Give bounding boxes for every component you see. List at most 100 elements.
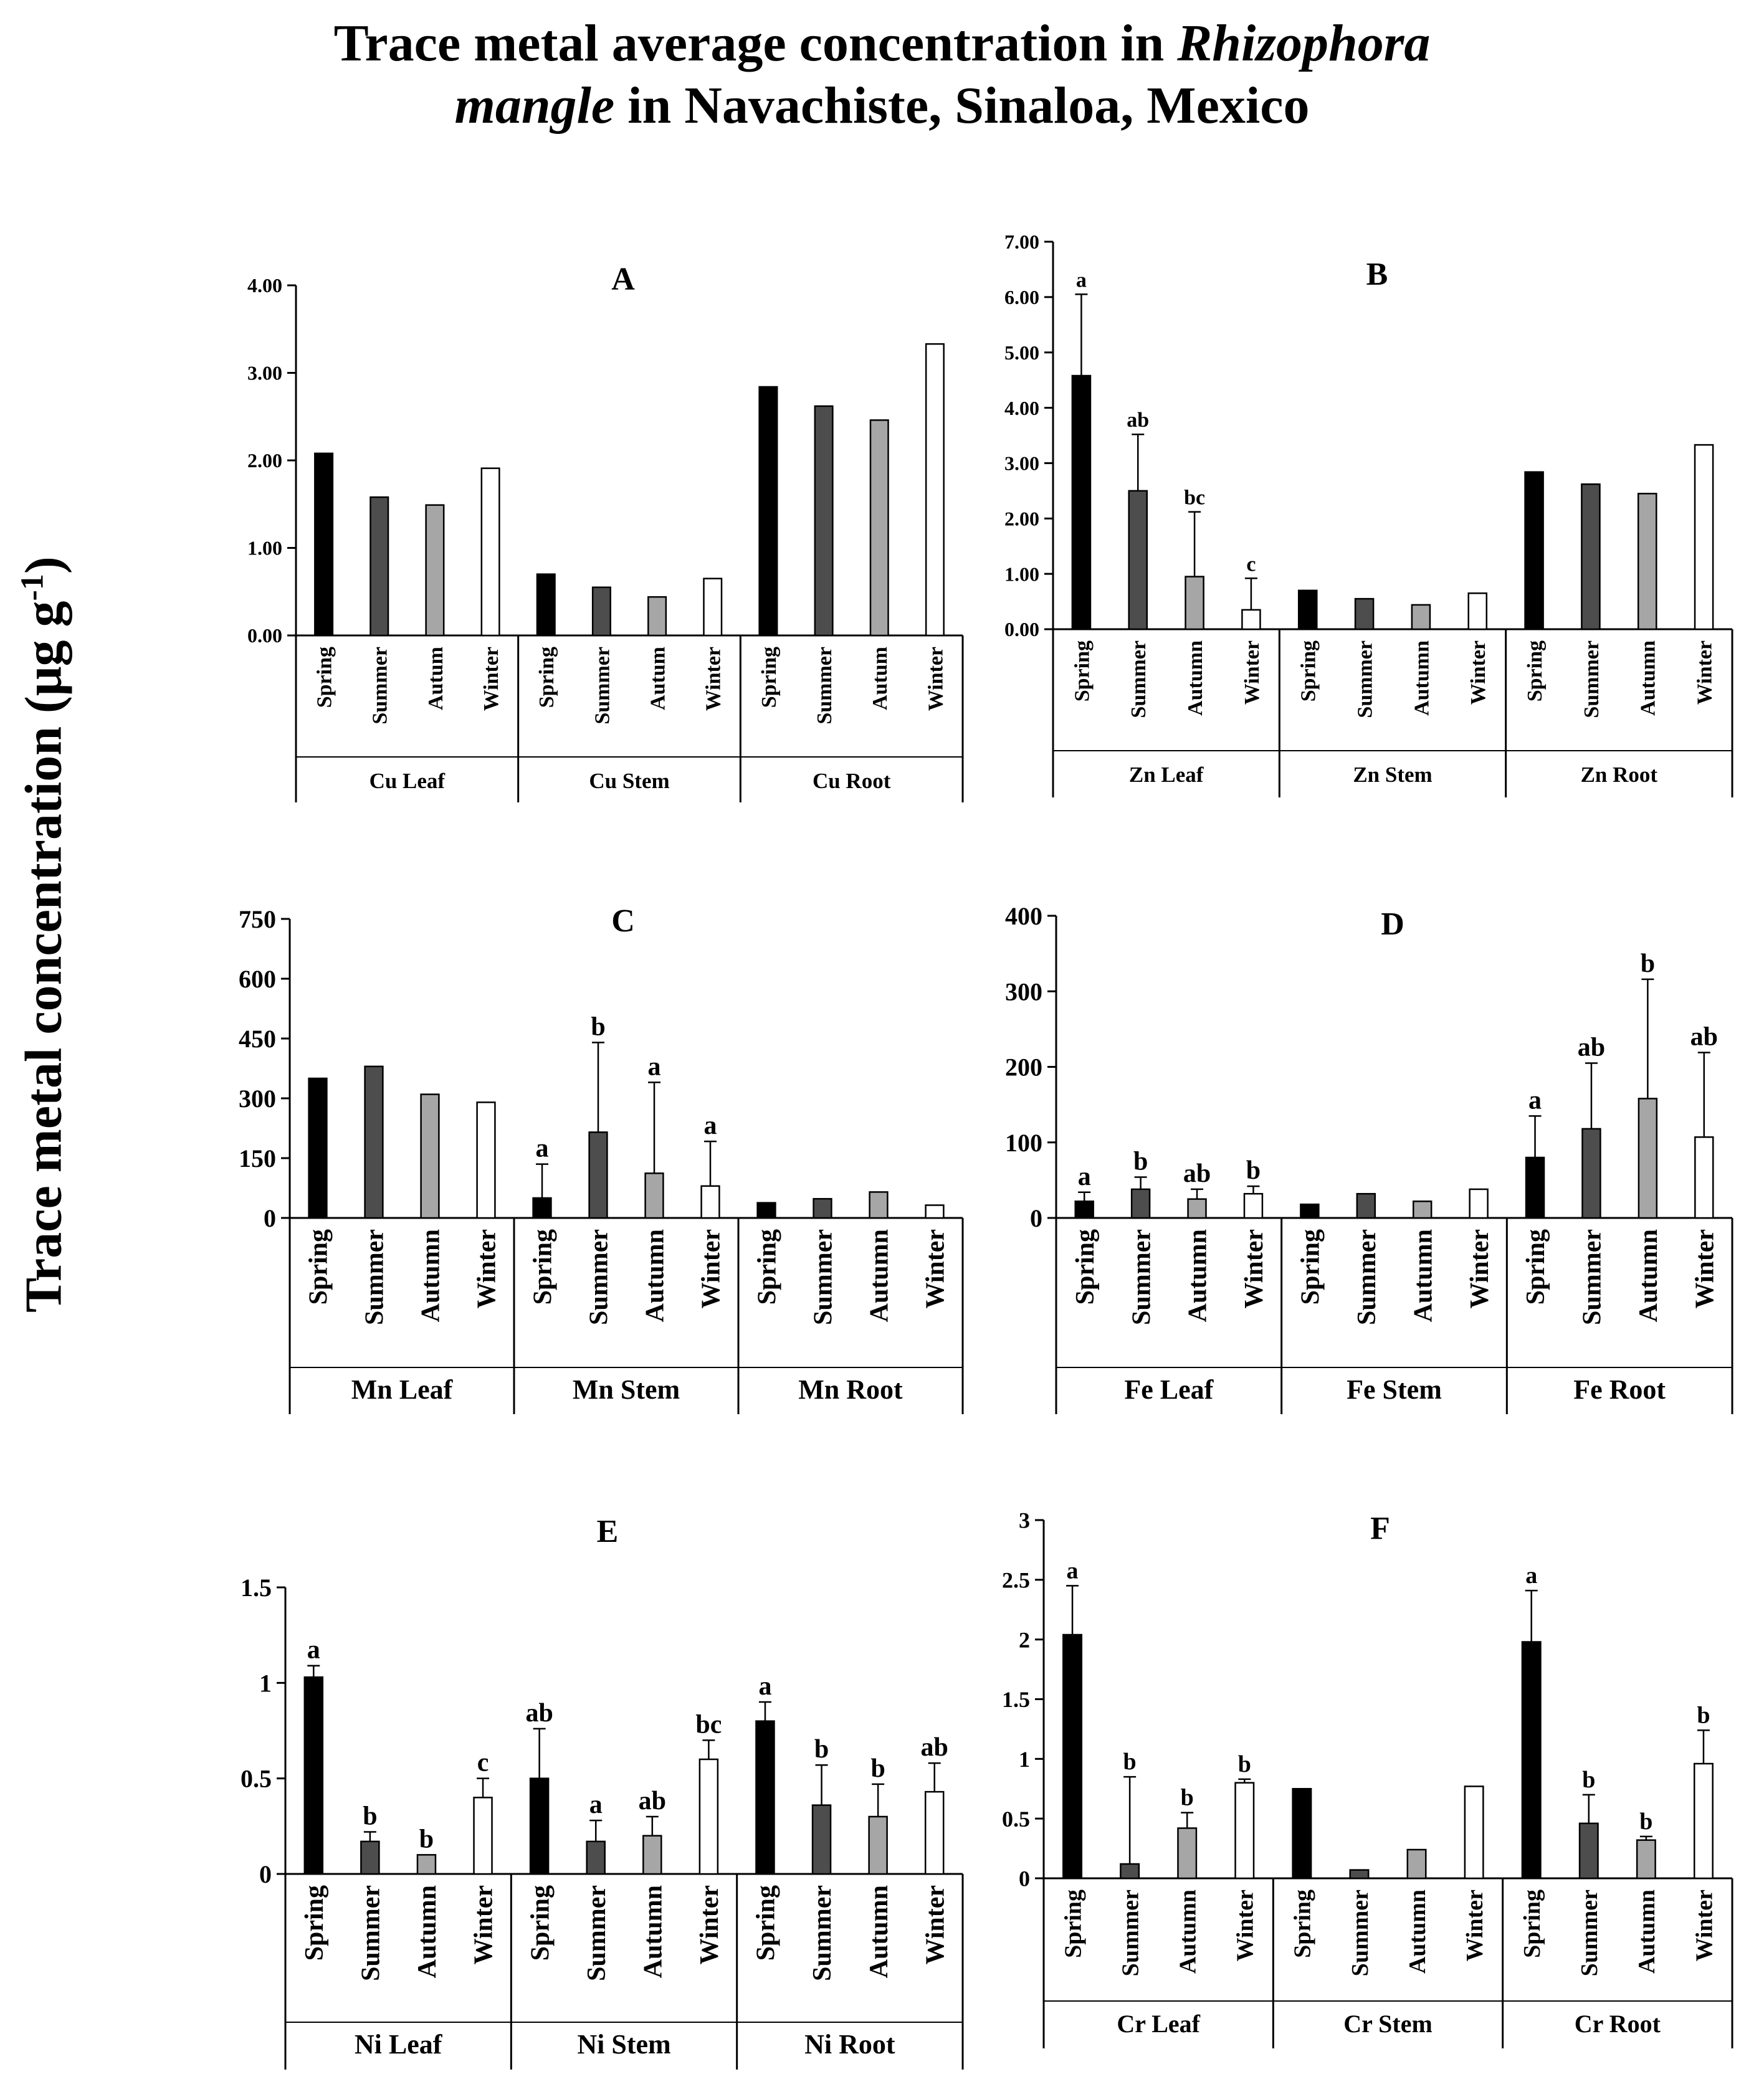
season-label: Summer	[1580, 640, 1603, 718]
bar	[1243, 1192, 1264, 1219]
bar	[1467, 592, 1488, 630]
bar	[303, 1676, 324, 1875]
bar	[1187, 1198, 1207, 1219]
season-label: Spring	[1297, 640, 1320, 701]
y-tick-label: 300	[1005, 977, 1042, 1005]
season-label: Winter	[1240, 1229, 1269, 1309]
season-label: Winter	[1691, 1890, 1717, 1962]
significance-letter: b	[1582, 1767, 1595, 1793]
bar	[480, 467, 500, 637]
group-label: Fe Leaf	[1124, 1374, 1214, 1405]
bar	[755, 1720, 775, 1875]
y-tick-label: 5.00	[1004, 341, 1039, 364]
significance-letter: b	[1641, 949, 1655, 978]
bar	[1464, 1785, 1484, 1880]
season-label: Winter	[480, 647, 503, 711]
title-species-genus: Rhizophora	[1177, 14, 1431, 72]
panel-letter: C	[611, 903, 635, 939]
y-tick-label: 1.00	[247, 537, 282, 559]
bar	[811, 1804, 832, 1875]
bar	[308, 1077, 328, 1219]
bar	[1128, 490, 1148, 630]
bar	[364, 1065, 384, 1219]
season-label: Autumn	[865, 1885, 894, 1978]
bar	[703, 578, 723, 637]
y-tick-label: 1.5	[241, 1574, 272, 1602]
season-label: Autumn	[639, 1885, 667, 1978]
bar	[1292, 1788, 1312, 1880]
season-label: Spring	[1071, 1229, 1100, 1305]
season-label: Winter	[697, 1229, 726, 1309]
season-label: Autumn	[1184, 1229, 1213, 1322]
y-tick-label: 3.00	[247, 362, 282, 384]
panel-letter: E	[597, 1514, 619, 1549]
season-label: Summer	[369, 647, 392, 725]
y-tick-label: 450	[239, 1025, 276, 1053]
bar	[529, 1777, 550, 1875]
bar	[1469, 1188, 1489, 1219]
season-label: Summer	[357, 1885, 386, 1981]
bar	[1411, 604, 1431, 630]
bar	[1694, 1136, 1714, 1219]
season-label: Winter	[695, 1885, 724, 1965]
bar	[1177, 1827, 1198, 1880]
y-tick-label: 0.00	[247, 624, 282, 647]
group-label: Zn Stem	[1353, 763, 1432, 787]
significance-letter: b	[363, 1802, 377, 1831]
panel-f: F 0 0.5 1 1.5 2 2.5 3 Cr Leaf a Spring b Summer b Autu…	[1002, 1508, 1733, 2048]
group-label: Fe Root	[1573, 1374, 1666, 1405]
season-label: Autumn	[1634, 1890, 1660, 1974]
bar	[1234, 1782, 1255, 1880]
season-label: Winter	[922, 1229, 950, 1309]
bar	[1071, 374, 1092, 630]
season-label: Winter	[921, 1885, 950, 1965]
season-label: Autumn	[865, 1229, 894, 1322]
season-label: Summer	[1127, 1229, 1156, 1325]
season-label: Summer	[1347, 1890, 1373, 1976]
bar	[647, 596, 667, 637]
season-label: Spring	[526, 1885, 555, 1961]
bar	[644, 1172, 664, 1219]
season-label: Spring	[305, 1229, 333, 1305]
title-species-epithet: mangle	[454, 77, 615, 135]
significance-letter: b	[1181, 1785, 1194, 1811]
significance-letter: ab	[921, 1733, 948, 1762]
season-label: Summer	[808, 1885, 837, 1981]
bar	[591, 586, 611, 637]
significance-letter: a	[1525, 1562, 1537, 1589]
season-label: Autumn	[641, 1229, 670, 1322]
significance-letter: ab	[1127, 409, 1149, 432]
y-tick-label: 0	[1019, 1866, 1030, 1891]
significance-letter: a	[758, 1672, 771, 1701]
bar	[1406, 1848, 1427, 1880]
season-label: Spring	[1060, 1890, 1086, 1958]
season-label: Spring	[758, 647, 781, 708]
group-label: Fe Stem	[1347, 1374, 1442, 1405]
significance-letter: b	[1697, 1702, 1710, 1728]
group-label: Mn Root	[798, 1374, 903, 1405]
season-label: Spring	[753, 1229, 782, 1305]
bar	[698, 1758, 719, 1875]
bar	[1521, 1641, 1542, 1880]
season-label: Winter	[1466, 1229, 1494, 1309]
season-label: Spring	[1523, 640, 1547, 701]
significance-letter: ab	[1578, 1033, 1605, 1062]
bar	[869, 1191, 889, 1219]
bar	[924, 1790, 945, 1875]
season-label: Autum	[646, 647, 669, 710]
y-tick-label: 2.00	[1004, 507, 1039, 530]
significance-letter: b	[591, 1012, 605, 1041]
significance-letter: a	[1078, 1162, 1091, 1191]
season-label: Winter	[473, 1229, 502, 1309]
season-label: Winter	[1232, 1890, 1259, 1962]
significance-letter: a	[307, 1636, 320, 1665]
season-label: Winter	[1690, 1229, 1719, 1309]
bar	[814, 405, 834, 637]
group-label: Mn Stem	[573, 1374, 680, 1405]
significance-letter: a	[1528, 1086, 1542, 1115]
season-label: Summer	[1576, 1890, 1603, 1976]
significance-letter: b	[1123, 1749, 1137, 1775]
significance-letter: a	[589, 1790, 603, 1819]
season-label: Summer	[809, 1229, 838, 1325]
